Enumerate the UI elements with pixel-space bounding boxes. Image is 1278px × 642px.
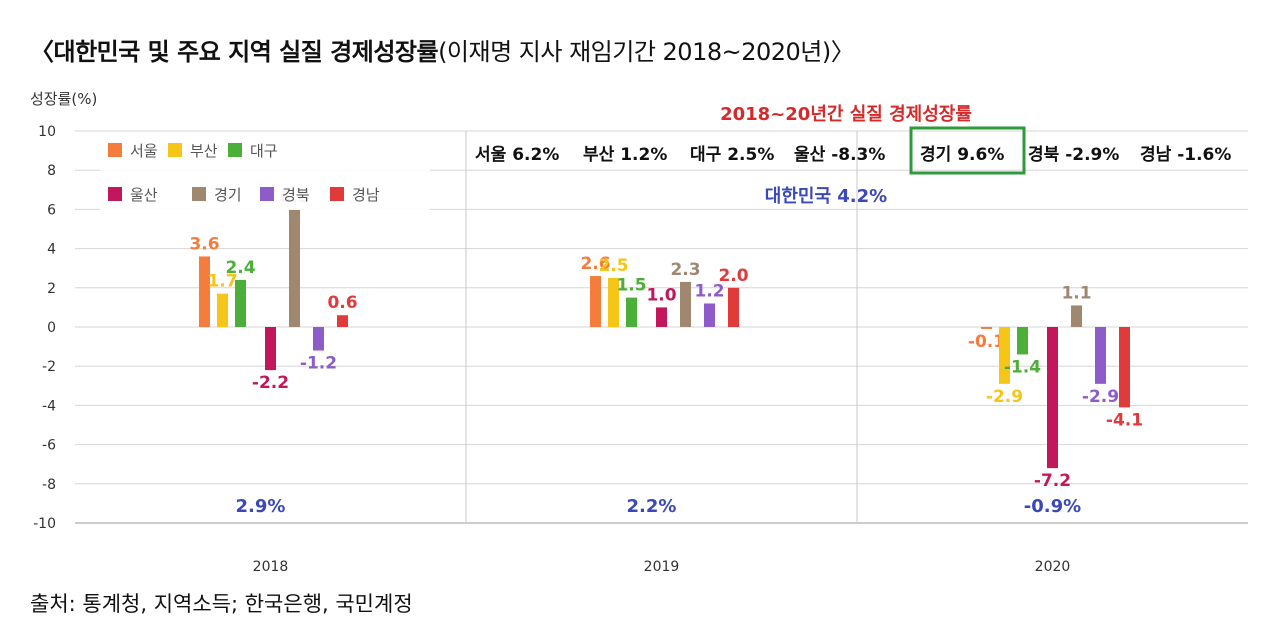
bar-부산	[999, 327, 1010, 384]
data-label: -2.2	[252, 373, 289, 393]
y-tick-label: 6	[47, 202, 56, 218]
legend-swatch-대구	[228, 143, 242, 157]
data-label: -0.1	[968, 332, 1005, 352]
annotation-national: 대한민국 4.2%	[765, 186, 887, 207]
legend-label: 부산	[190, 142, 218, 160]
bar-경북	[704, 303, 715, 327]
x-tick-label: 2019	[644, 559, 680, 575]
data-label: 1.0	[646, 285, 676, 305]
bar-대구	[626, 297, 637, 327]
bar-경기	[289, 209, 300, 327]
annotation-title: 2018~20년간 실질 경제성장률	[720, 104, 972, 125]
annotation-item: 서울 6.2%	[475, 145, 559, 165]
data-label: 1.7	[207, 272, 237, 292]
national-growth-label: 2.9%	[236, 496, 286, 517]
legend-label: 울산	[130, 186, 158, 204]
bar-울산	[656, 307, 667, 327]
bar-울산	[1047, 327, 1058, 469]
annotation-highlight-box	[909, 126, 1026, 175]
bar-부산	[608, 278, 619, 327]
bar-서울	[981, 327, 992, 329]
y-axis-label: 성장률(%)	[30, 90, 97, 108]
data-label: 2.4	[225, 258, 255, 278]
y-tick-label: 0	[47, 320, 56, 336]
bar-부산	[217, 293, 228, 327]
data-label: 1.1	[1061, 283, 1091, 303]
data-label: -4.1	[1106, 410, 1143, 430]
bar-울산	[265, 327, 276, 371]
data-label: 1.2	[694, 281, 724, 301]
data-label: -1.4	[1004, 357, 1041, 377]
bar-경남	[1119, 327, 1130, 408]
y-tick-label: 4	[47, 242, 56, 258]
annotation-item: 경남 -1.6%	[1140, 145, 1231, 165]
data-label: 2.5	[598, 256, 628, 276]
data-label: 2.3	[670, 260, 700, 280]
annotation-item: 부산 1.2%	[583, 145, 667, 165]
legend-swatch-경남	[330, 187, 344, 201]
chart-title-main: 〈대한민국 및 주요 지역 실질 경제성장률	[30, 38, 439, 66]
y-tick-label: -4	[42, 398, 56, 414]
chart-title-sub: (이재명 지사 재임기간 2018~2020년)〉	[438, 38, 855, 66]
national-growth-label: 2.2%	[627, 496, 677, 517]
legend-label: 대구	[250, 142, 278, 160]
x-tick-label: 2020	[1035, 559, 1071, 575]
legend-swatch-서울	[108, 143, 122, 157]
x-tick-label: 2018	[253, 559, 289, 575]
y-tick-label: -6	[42, 438, 56, 454]
data-label: -2.9	[1082, 387, 1119, 407]
bar-대구	[235, 279, 246, 327]
bar-경북	[313, 327, 324, 351]
data-label: -2.9	[986, 387, 1023, 407]
legend-swatch-경기	[192, 187, 206, 201]
legend-swatch-울산	[108, 187, 122, 201]
annotation-item: 경기 9.6%	[920, 145, 1004, 165]
bar-경남	[337, 315, 348, 327]
data-label: 0.6	[327, 293, 357, 313]
annotation-item: 경북 -2.9%	[1028, 145, 1119, 165]
bar-경기	[1071, 305, 1082, 327]
y-tick-label: -8	[42, 477, 56, 493]
annotation-item: 대구 2.5%	[690, 145, 774, 165]
data-label: -1.2	[300, 354, 337, 374]
y-tick-label: 8	[47, 163, 56, 179]
data-label: -7.2	[1034, 471, 1071, 491]
y-tick-label: -10	[33, 516, 56, 532]
bar-경기	[680, 281, 691, 327]
legend-label: 경기	[214, 186, 242, 204]
legend-swatch-부산	[168, 143, 182, 157]
legend-label: 서울	[130, 142, 158, 160]
legend-label: 경남	[352, 186, 380, 204]
bar-서울	[590, 276, 601, 327]
data-label: 1.5	[616, 276, 646, 296]
national-growth-label: -0.9%	[1024, 496, 1081, 517]
legend-swatch-경북	[260, 187, 274, 201]
y-tick-label: 10	[38, 124, 56, 140]
y-tick-label: 2	[47, 281, 56, 297]
bar-서울	[199, 256, 210, 327]
bar-대구	[1017, 327, 1028, 355]
source-note: 출처: 통계청, 지역소득; 한국은행, 국민계정	[30, 592, 413, 616]
data-label: 2.0	[718, 266, 748, 286]
legend-label: 경북	[282, 186, 310, 204]
y-tick-label: -2	[42, 359, 56, 375]
data-label: 2.6	[580, 254, 610, 274]
annotation-item: 울산 -8.3%	[794, 145, 885, 165]
bar-경북	[1095, 327, 1106, 384]
bar-경남	[728, 287, 739, 327]
data-label: 3.6	[189, 234, 219, 254]
chart-title: 〈대한민국 및 주요 지역 실질 경제성장률(이재명 지사 재임기간 2018~…	[30, 32, 855, 67]
